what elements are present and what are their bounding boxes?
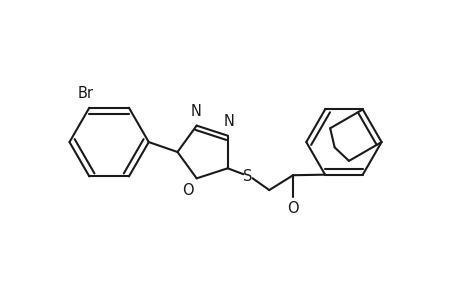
Text: Br: Br [77,86,93,101]
Text: N: N [190,104,201,119]
Text: S: S [242,169,252,184]
Text: N: N [223,114,234,129]
Text: O: O [182,183,193,198]
Text: O: O [286,201,298,216]
